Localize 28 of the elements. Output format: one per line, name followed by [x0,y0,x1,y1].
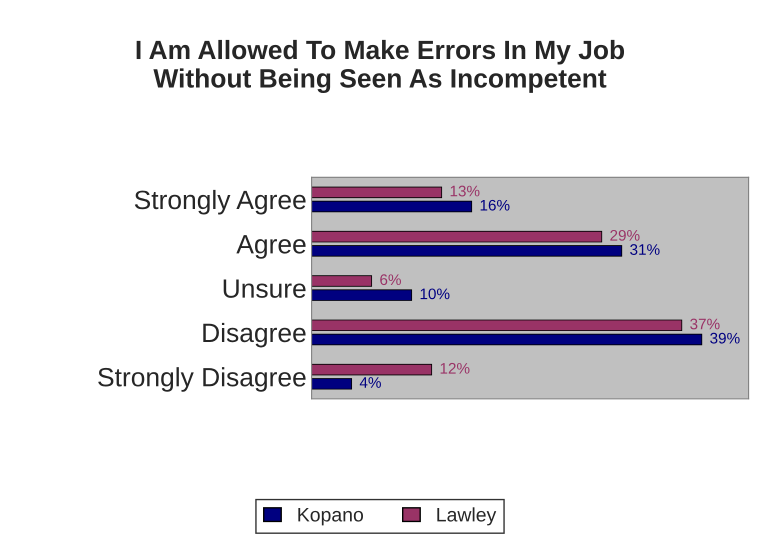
y-tick-label: Strongly Disagree [98,367,306,392]
y-tick-label: Disagree [203,322,306,348]
data-label: 6% [380,274,401,286]
data-label: 37% [690,318,720,330]
data-label: 16% [480,200,510,211]
data-label: 10% [420,288,450,300]
y-tick-label: Unsure [224,279,306,298]
bar [312,245,622,257]
bar [312,320,682,332]
bar [312,289,412,301]
y-tick-label: Strongly Agree [134,190,306,214]
data-label: 12% [440,362,470,374]
legend-label: Kopano [298,508,363,526]
bar [312,200,472,212]
legend-label: Lawley [437,507,496,526]
bar [312,186,442,198]
bar [312,334,702,346]
chart-title: I Am Allowed To Make Errors In My Job Without Being Seen As Incompetent [136,40,624,94]
bar [312,230,602,242]
bar [312,364,432,376]
bar [312,378,352,390]
data-label: 31% [630,244,660,255]
data-label: 4% [360,377,381,388]
data-label: 13% [450,186,480,196]
bar [312,275,372,287]
data-label: 29% [610,230,640,241]
y-tick-label: Agree [236,235,306,259]
data-label: 39% [710,332,740,344]
